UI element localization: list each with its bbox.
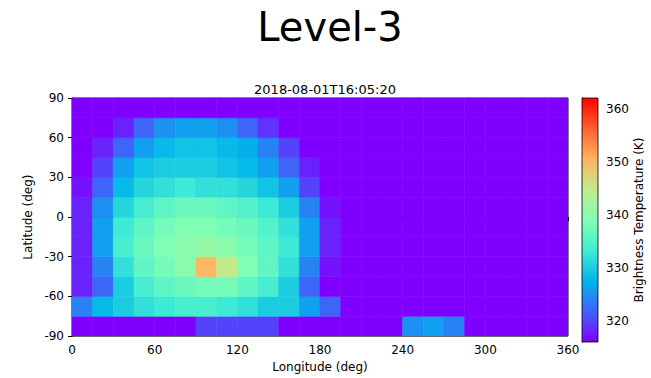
svg-text:Longitude (deg): Longitude (deg) xyxy=(272,360,367,374)
svg-text:-60: -60 xyxy=(44,289,64,303)
svg-text:120: 120 xyxy=(226,343,249,357)
svg-text:300: 300 xyxy=(474,343,497,357)
svg-text:60: 60 xyxy=(147,343,162,357)
svg-text:Brightness Temperature (K): Brightness Temperature (K) xyxy=(632,138,646,303)
svg-text:0: 0 xyxy=(56,210,64,224)
svg-text:Latitude (deg): Latitude (deg) xyxy=(21,174,35,259)
svg-text:60: 60 xyxy=(49,131,64,145)
svg-text:350: 350 xyxy=(606,155,629,169)
svg-text:320: 320 xyxy=(606,314,629,328)
svg-text:330: 330 xyxy=(606,261,629,275)
svg-text:360: 360 xyxy=(606,102,629,116)
svg-text:180: 180 xyxy=(309,343,332,357)
svg-text:90: 90 xyxy=(49,91,64,105)
svg-text:360: 360 xyxy=(557,343,580,357)
svg-text:30: 30 xyxy=(49,170,64,184)
svg-text:340: 340 xyxy=(606,208,629,222)
svg-text:-90: -90 xyxy=(44,329,64,343)
svg-text:0: 0 xyxy=(68,343,76,357)
svg-text:Level-3: Level-3 xyxy=(257,4,402,50)
svg-text:240: 240 xyxy=(391,343,414,357)
svg-text:2018-08-01T16:05:20: 2018-08-01T16:05:20 xyxy=(254,82,396,97)
svg-text:-30: -30 xyxy=(44,250,64,264)
